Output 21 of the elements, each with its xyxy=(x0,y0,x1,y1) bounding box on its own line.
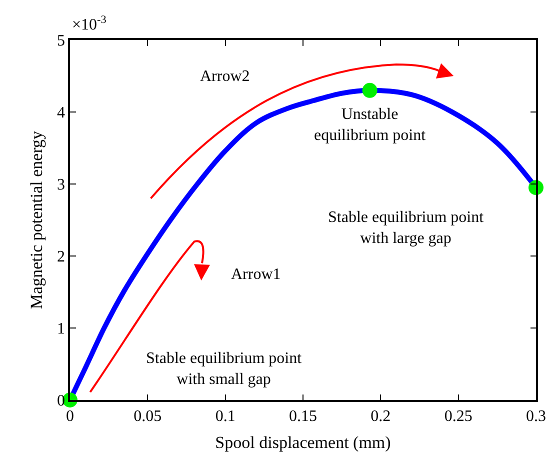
y-tick-label: 5 xyxy=(57,32,66,50)
annotation: Stable equilibrium point with large gap xyxy=(328,209,484,247)
y-tick-label: 3 xyxy=(57,176,66,194)
text: ×10$^{-3}$ xyxy=(72,14,107,34)
y-tick-label: 4 xyxy=(57,104,66,122)
y-tick-label: 1 xyxy=(57,320,66,338)
annotation: Unstable equilibrium point xyxy=(314,106,426,144)
annotation: Arrow1 xyxy=(231,266,281,283)
point xyxy=(362,82,378,98)
y-axis-title: Magnetic potential energy xyxy=(27,130,46,310)
x-tick-label: 0.2 xyxy=(370,408,391,425)
y-tick-label: 0 xyxy=(57,392,66,410)
annotation: Stable equilibrium point with small gap xyxy=(146,350,302,388)
x-tick-label: 0.15 xyxy=(289,408,317,425)
y-tick-label: 2 xyxy=(57,248,66,266)
annotation: Arrow2 xyxy=(200,68,250,85)
x-tick-label: 0.3 xyxy=(526,408,546,425)
x-axis-title: Spool displacement (mm) xyxy=(215,432,391,452)
x-tick-label: 0.25 xyxy=(444,408,472,425)
x-tick-label: 0.1 xyxy=(215,408,236,425)
x-tick-label: 0.05 xyxy=(134,408,162,425)
